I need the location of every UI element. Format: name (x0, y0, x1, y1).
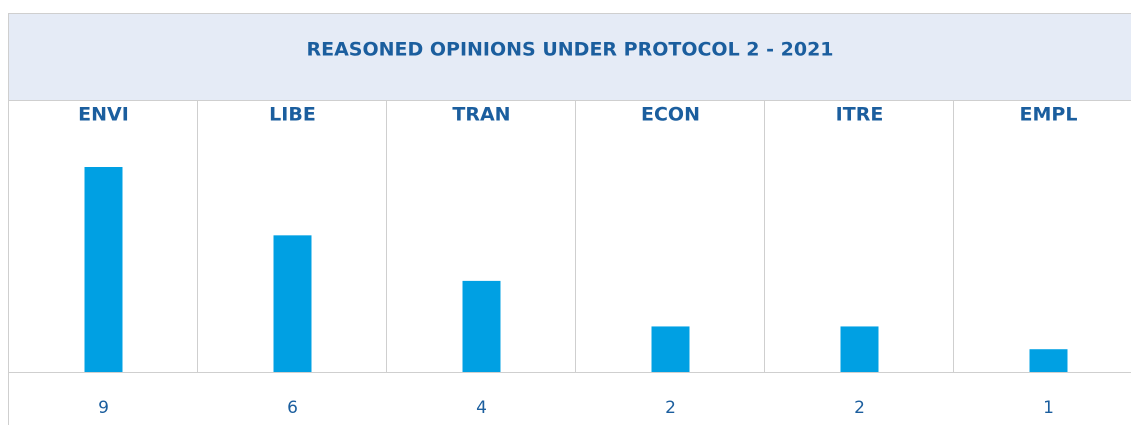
value-label: 4 (476, 398, 487, 418)
bar (840, 326, 879, 372)
category-label: TRAN (452, 104, 510, 126)
value-label: 6 (287, 398, 298, 418)
value-label: 2 (665, 398, 676, 418)
chart-title: REASONED OPINIONS UNDER PROTOCOL 2 - 202… (306, 39, 833, 61)
bar (1029, 349, 1068, 372)
value-label: 9 (98, 398, 109, 418)
bar (84, 167, 123, 372)
header-band (8, 13, 1131, 101)
category-label: ENVI (78, 104, 129, 126)
bar (462, 280, 501, 372)
category-label: EMPL (1020, 104, 1078, 126)
category-label: ECON (641, 104, 700, 126)
category-label: ITRE (836, 104, 884, 126)
category-label: LIBE (269, 104, 316, 126)
value-label: 2 (854, 398, 865, 418)
value-label: 1 (1043, 398, 1054, 418)
bar (651, 326, 690, 372)
bar (273, 235, 312, 372)
